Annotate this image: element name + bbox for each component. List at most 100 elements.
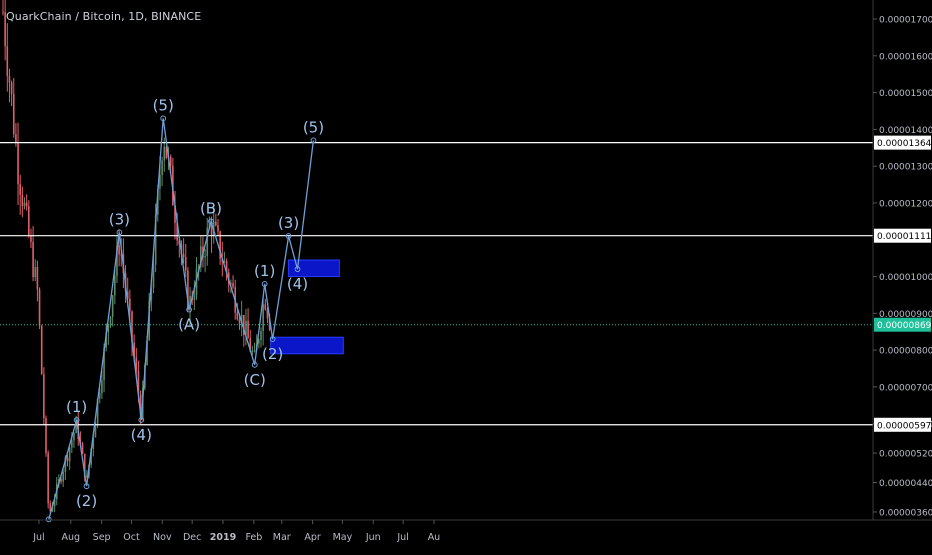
- candle-body: [260, 330, 262, 341]
- price-axis-label: 0.00001400: [879, 126, 932, 136]
- candle-body: [206, 227, 209, 257]
- price-axis-label: 0.00001200: [879, 199, 932, 209]
- candle-body: [159, 175, 161, 189]
- wave-label: (1): [254, 262, 275, 280]
- candle-body: [43, 374, 45, 419]
- candle-body: [163, 146, 166, 161]
- candle-body: [187, 270, 189, 310]
- candle-body: [81, 443, 84, 454]
- candle-body: [154, 214, 157, 265]
- wave-point: [45, 516, 52, 523]
- time-axis-label: 2019: [210, 532, 236, 543]
- candle-body: [126, 291, 129, 299]
- candle-body: [247, 320, 249, 339]
- candle-body: [215, 221, 217, 226]
- candle-body: [178, 240, 181, 245]
- candle-body: [238, 319, 241, 324]
- candle-body: [169, 156, 172, 166]
- candle-body: [114, 275, 116, 296]
- candle-body: [8, 76, 11, 83]
- time-axis-label: Sep: [93, 532, 111, 543]
- level-price-tag-bg: [874, 417, 931, 432]
- candle-body: [182, 254, 185, 258]
- current-price-tag-bg: [874, 317, 931, 332]
- candle-body: [148, 300, 150, 341]
- candle-body: [251, 350, 254, 352]
- candle-body: [161, 160, 163, 176]
- time-axis-label: Feb: [245, 532, 262, 543]
- candle-body: [133, 342, 135, 358]
- candle-body: [83, 453, 86, 478]
- candle-body: [94, 423, 97, 438]
- wave-point: [294, 266, 301, 273]
- candle-body: [116, 245, 118, 276]
- level-price-tag: 0.00001111: [877, 232, 931, 242]
- price-axis-label: 0.00001700: [879, 16, 932, 26]
- candle-body: [2, 11, 4, 13]
- wave-label: (2): [262, 345, 283, 363]
- candle-body: [23, 202, 26, 206]
- wave-label: (3): [278, 214, 299, 232]
- candle-body: [174, 205, 176, 223]
- chart-title: QuarkChain / Bitcoin, 1D, BINANCE: [6, 10, 202, 23]
- candle-body: [129, 298, 131, 312]
- level-price-tag: 0.00001364: [877, 139, 932, 149]
- candle-body: [101, 380, 103, 394]
- candle-body: [118, 245, 120, 255]
- wave-point: [310, 137, 317, 144]
- candle-body: [266, 309, 269, 319]
- wave-point: [160, 115, 167, 122]
- wave-label: (C): [244, 371, 266, 389]
- candle-body: [38, 289, 41, 326]
- candle-body: [200, 246, 202, 267]
- candle-body: [137, 370, 140, 395]
- wave-label: (5): [303, 118, 324, 136]
- wave-label: (4): [131, 426, 152, 444]
- price-axis-label: 0.00001300: [879, 163, 932, 173]
- candle-body: [17, 142, 19, 185]
- candle-body: [32, 241, 34, 278]
- level-price-tag-bg: [874, 135, 931, 150]
- candle-body: [66, 457, 69, 462]
- wave-label: (2): [76, 492, 97, 510]
- time-axis-label: May: [333, 532, 353, 543]
- candle-body: [225, 260, 228, 273]
- level-price-tag-bg: [874, 228, 931, 243]
- time-axis-label: Nov: [153, 532, 172, 543]
- candle-body: [10, 82, 13, 94]
- price-axis-label: 0.00000520: [879, 450, 932, 460]
- candle-body: [71, 440, 73, 448]
- candle-body: [40, 325, 43, 375]
- candle-body: [193, 295, 196, 301]
- wave-point: [116, 229, 123, 236]
- wave-point: [186, 306, 192, 313]
- time-axis-label: Dec: [183, 532, 201, 543]
- candle-body: [135, 357, 138, 371]
- candle-body: [197, 266, 200, 269]
- candle-body: [258, 340, 260, 344]
- wave-label: (A): [178, 316, 200, 334]
- wave-label: (1): [66, 398, 87, 416]
- wave-point: [261, 280, 268, 287]
- candle-body: [264, 304, 267, 310]
- price-axis-label: 0.00000440: [879, 479, 932, 489]
- candle-body: [152, 264, 155, 288]
- candle-body: [262, 304, 264, 331]
- time-axis-label: Oct: [123, 532, 140, 543]
- candle-body: [103, 347, 105, 381]
- wave-point: [73, 417, 80, 423]
- target-zone-0: [270, 336, 344, 355]
- candle-body: [25, 202, 28, 207]
- price-axis-label: 0.00000800: [879, 347, 932, 357]
- wave-point: [138, 417, 145, 423]
- candle-body: [165, 146, 168, 158]
- candle-body: [51, 506, 54, 512]
- wave-label: (B): [200, 199, 222, 217]
- time-axis-label: Au: [428, 532, 441, 543]
- candle-body: [36, 267, 39, 290]
- wave-point: [208, 218, 214, 225]
- candle-body: [96, 398, 99, 424]
